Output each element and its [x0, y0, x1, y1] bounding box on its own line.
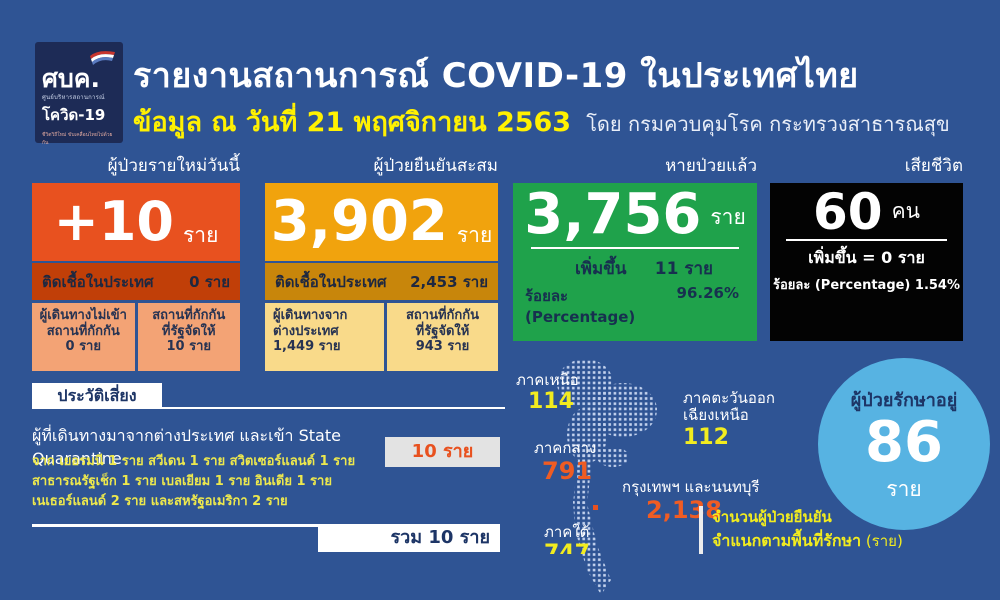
increase-value: 11 ราย [654, 259, 713, 279]
quarantine-statement: ผู้ที่เดินทางมาจากต่างประเทศ และเข้า Sta… [32, 426, 341, 468]
region-north: ภาคเหนือ 114 [516, 371, 579, 415]
state-quarantine-box: สถานที่กักกัน ที่รัฐจัดให้ 943 ราย [387, 303, 498, 371]
region-south-value: 747 [544, 541, 590, 555]
region-central: ภาคกลาง 791 [534, 439, 597, 486]
new-cases-card: +10 ราย [32, 183, 240, 261]
active-cases-circle: ผู้ป่วยรักษาอยู่ 86 ราย [818, 358, 990, 530]
increase-label: เพิ่มขึ้น [575, 259, 627, 279]
total-rule [32, 524, 500, 527]
active-unit: ราย [886, 476, 922, 501]
region-south: ภาคใต้ 747 [544, 523, 590, 555]
cumulative-breakdown: ผู้เดินทางจาก ต่างประเทศ 1,449 ราย สถานท… [265, 303, 498, 371]
map-caption: จำนวนผู้ป่วยยืนยัน จำแนกตามพื้นที่รักษา … [712, 508, 903, 550]
detail-line: จาก เยอรมนี 1 ราย สวีเดน 1 ราย สวิตเซอร์… [32, 454, 356, 469]
cumulative-card: 3,902 ราย [265, 183, 498, 261]
country-detail-lines: จาก เยอรมนี 1 ราย สวีเดน 1 ราย สวิตเซอร์… [32, 452, 392, 512]
cumulative-value: 3,902 [270, 189, 448, 254]
domestic-value: 2,453 ราย [410, 272, 488, 291]
active-label: ผู้ป่วยรักษาอยู่ [850, 390, 958, 411]
page-title: รายงานสถานการณ์ COVID-19 ในประเทศไทย [133, 56, 859, 96]
total-count: รวม 10 ราย [318, 524, 500, 552]
label-recovered: หายป่วยแล้ว [665, 156, 757, 176]
state-quarantine-box: สถานที่กักกัน ที่รัฐจัดให้ 10 ราย [137, 303, 240, 371]
detail-line: เนเธอร์แลนด์ 2 ราย และสหรัฐอเมริกา 2 ราย [32, 494, 288, 510]
domestic-value: 0 ราย [189, 272, 230, 291]
recovered-value: 3,756 [524, 182, 702, 247]
page-subtitle: ข้อมูล ณ วันที่ 21 พฤศจิกายน 2563 โดย กร… [133, 100, 993, 143]
label-new-cases: ผู้ป่วยรายใหม่วันนี้ [107, 156, 240, 176]
active-value: 86 [865, 410, 943, 475]
logo-org: ศูนย์บริหารสถานการณ์ [42, 94, 105, 102]
domestic-label: ติดเชื้อในประเทศ [42, 272, 154, 291]
report-date: ข้อมูล ณ วันที่ 21 พฤศจิกายน 2563 [133, 107, 572, 138]
cumulative-unit: ราย [456, 223, 493, 247]
risk-title-underline [32, 407, 505, 409]
recovered-unit: ราย [710, 205, 746, 229]
recovered-card: 3,756 ราย เพิ่มขึ้น 11 ราย ร้อยละ (Perce… [513, 183, 757, 341]
region-northeast: ภาคตะวันออก เฉียงเหนือ 112 [683, 389, 775, 450]
quarantine-count-badge: 10 ราย [385, 437, 500, 467]
deaths-unit: คน [891, 199, 920, 223]
region-northeast-value: 112 [683, 424, 729, 450]
domestic-label: ติดเชื้อในประเทศ [275, 272, 387, 291]
label-cumulative: ผู้ป่วยยืนยันสะสม [373, 156, 498, 176]
deaths-card: 60 คน เพิ่มขึ้น = 0 ราย ร้อยละ (Percenta… [770, 183, 963, 341]
logo-covid19: โควิด-19 [42, 106, 106, 125]
caption-bar [699, 506, 703, 554]
new-cases-unit: ราย [183, 223, 219, 247]
region-central-value: 791 [542, 457, 593, 486]
logo-tagline: ชีวิตวิถีใหม่ ขับเคลื่อนไทยไปด้วยกัน [42, 132, 113, 147]
percent-value: 96.26% [676, 284, 739, 302]
region-bangkok-value: 2,138 [646, 496, 722, 525]
logo-abbr: ศบค. [42, 64, 100, 93]
detail-line: สาธารณรัฐเช็ก 1 ราย เบลเยียม 1 ราย อินเด… [32, 474, 332, 490]
cumulative-domestic-band: ติดเชื้อในประเทศ 2,453 ราย [265, 263, 498, 300]
thai-flag-ribbon-icon [88, 49, 116, 73]
no-quarantine-box: ผู้เดินทางไม่เข้า สถานที่กักกัน 0 ราย [32, 303, 135, 371]
new-cases-value: +10 [53, 190, 174, 253]
thailand-dotted-map [557, 359, 657, 595]
label-deaths: เสียชีวิต [904, 156, 963, 176]
new-cases-breakdown: ผู้เดินทางไม่เข้า สถานที่กักกัน 0 ราย สถ… [32, 303, 240, 371]
percent-label: ร้อยละ (Percentage) [525, 287, 636, 326]
divider [786, 239, 947, 241]
region-bangkok: กรุงเทพฯ และนนทบุรี 2,138 [622, 478, 760, 525]
risk-history-title: ประวัติเสี่ยง [32, 383, 162, 409]
report-source: โดย กรมควบคุมโรค กระทรวงสาธารณสุข [586, 112, 950, 136]
from-abroad-box: ผู้เดินทางจาก ต่างประเทศ 1,449 ราย [265, 303, 384, 371]
region-north-value: 114 [528, 389, 574, 415]
new-cases-domestic-band: ติดเชื้อในประเทศ 0 ราย [32, 263, 240, 300]
cccsa-logo: ศบค. ศูนย์บริหารสถานการณ์ โควิด-19 ชีวิต… [35, 42, 123, 146]
deaths-value: 60 [813, 183, 883, 241]
divider [531, 247, 739, 249]
bangkok-marker [593, 505, 598, 510]
deaths-increase: เพิ่มขึ้น = 0 ราย [808, 248, 925, 267]
deaths-percent: ร้อยละ (Percentage) 1.54% [772, 278, 961, 293]
